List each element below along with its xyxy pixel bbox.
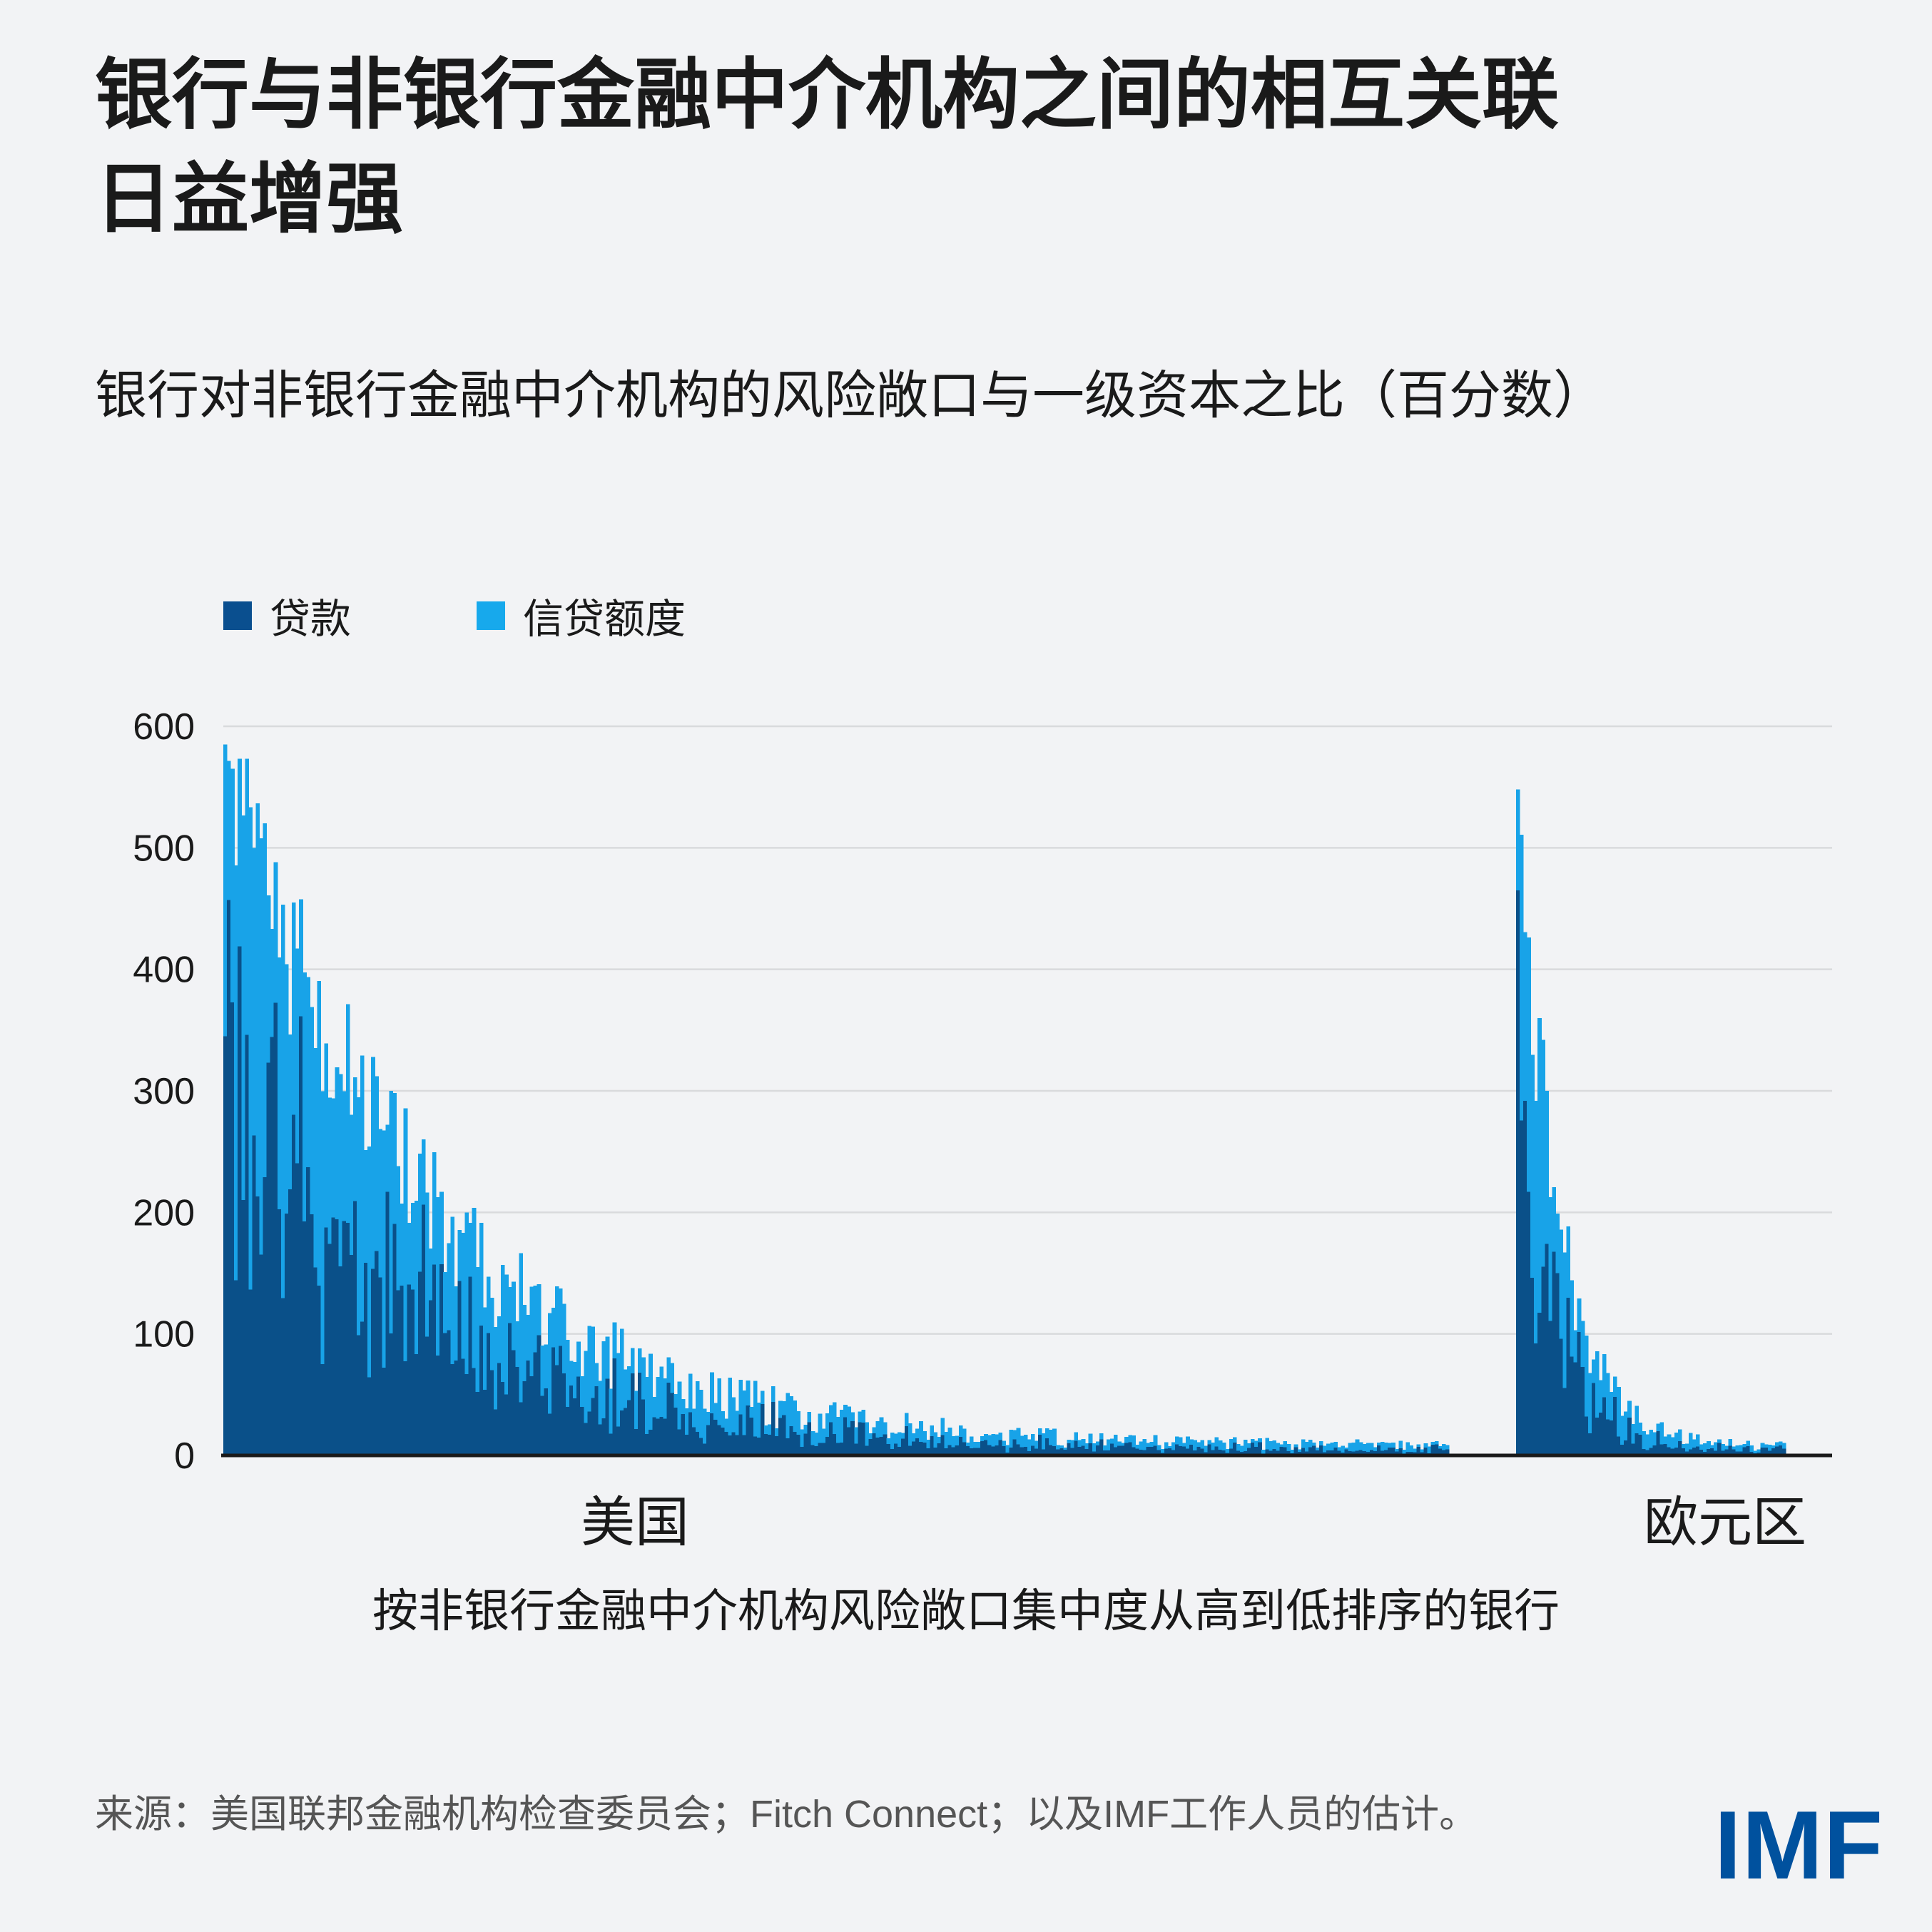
svg-text:0: 0	[174, 1435, 195, 1477]
svg-text:300: 300	[133, 1071, 195, 1112]
svg-text:200: 200	[133, 1192, 195, 1234]
svg-text:100: 100	[133, 1314, 195, 1356]
svg-text:600: 600	[133, 706, 195, 748]
svg-text:400: 400	[133, 950, 195, 991]
svg-text:500: 500	[133, 828, 195, 869]
